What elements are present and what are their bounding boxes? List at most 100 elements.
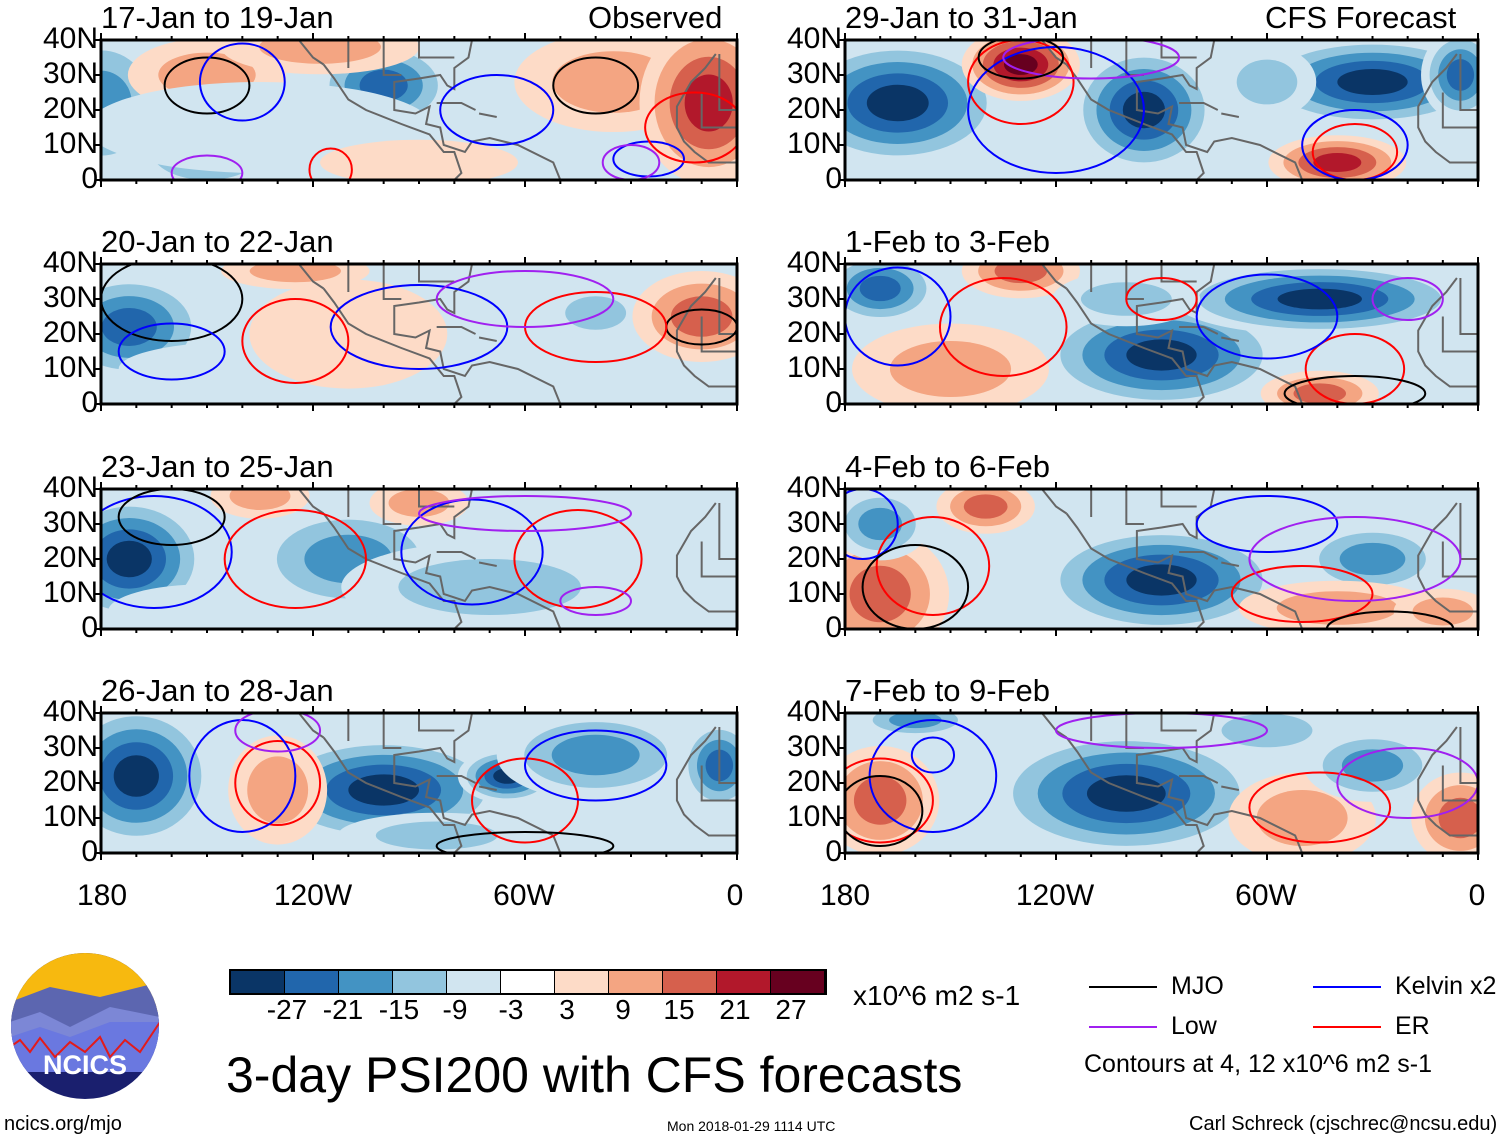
- positive-anomaly: [249, 264, 341, 283]
- positive-anomaly: [889, 341, 1012, 397]
- colorbar-swatch: [447, 971, 501, 993]
- colorbar-swatch: [717, 971, 771, 993]
- colorbar-swatch: [285, 971, 339, 993]
- positive-anomaly: [247, 756, 309, 824]
- positive-anomaly: [1313, 153, 1362, 172]
- coastline: [436, 326, 476, 335]
- mjo-contour: [101, 264, 244, 342]
- colorbar-tick-label: -9: [442, 994, 468, 1025]
- lat-label: 30N: [42, 57, 98, 90]
- coastline: [1441, 316, 1478, 353]
- map-panel: [95, 482, 739, 636]
- kelvin-contour: [1195, 273, 1339, 360]
- coastline: [1160, 713, 1197, 732]
- colorbar-swatch: [771, 971, 825, 993]
- map-panel: [95, 33, 739, 187]
- panel-title: 4-Feb to 6-Feb: [845, 449, 1051, 484]
- lat-label: 30N: [786, 506, 842, 539]
- lat-label: 30N: [786, 281, 842, 314]
- coastline: [675, 726, 737, 837]
- lat-label: 20N: [42, 765, 98, 798]
- lat-label: 20N: [786, 541, 842, 574]
- colorbar-tick-label: -3: [498, 994, 524, 1025]
- er-contour: [938, 277, 1068, 377]
- coastline: [1160, 264, 1197, 283]
- kelvin-contour: [1301, 109, 1409, 180]
- coastline: [675, 277, 737, 388]
- low-line-swatch: [1089, 1025, 1157, 1028]
- lat-label: 40N: [42, 246, 98, 279]
- kelvin-contour: [101, 495, 233, 609]
- panel-title: 20-Jan to 22-Jan: [101, 224, 334, 259]
- lon-label: 120W: [1015, 879, 1095, 912]
- negative-anomaly: [606, 541, 726, 629]
- legend-label: ER: [1395, 1012, 1430, 1040]
- colorbar-tick-label: 15: [663, 994, 695, 1025]
- footer-timestamp: Mon 2018-01-29 1114 UTC: [667, 1118, 836, 1134]
- map-panel: [839, 706, 1480, 860]
- coastline: [1065, 287, 1205, 404]
- lon-label: 180: [76, 879, 128, 912]
- positive-anomaly: [1003, 54, 1038, 75]
- colorbar-tick-label: 9: [615, 994, 631, 1025]
- coastline: [1179, 102, 1219, 111]
- negative-anomaly: [106, 540, 152, 578]
- mjo-contour: [163, 56, 251, 115]
- kelvin-contour: [845, 266, 952, 367]
- lat-label: 0: [825, 611, 842, 644]
- panel-title: 23-Jan to 25-Jan: [101, 449, 334, 484]
- er-contour: [845, 757, 934, 844]
- coastline: [1179, 551, 1219, 560]
- er-contour: [513, 509, 643, 609]
- colorbar-tick-label: -21: [322, 994, 364, 1025]
- lon-label: 0: [1468, 879, 1486, 912]
- mjo-contour: [117, 489, 226, 546]
- positive-anomaly: [1276, 591, 1398, 625]
- er-contour: [241, 298, 350, 384]
- lat-label: 30N: [42, 281, 98, 314]
- coastline: [322, 287, 463, 404]
- negative-anomaly: [866, 84, 929, 122]
- colorbar-swatch: [555, 971, 609, 993]
- panel-title: 26-Jan to 28-Jan: [101, 673, 334, 708]
- footer-credit: Carl Schreck (cjschrec@ncsu.edu): [1189, 1113, 1498, 1135]
- coastline: [295, 489, 402, 525]
- negative-anomaly: [1236, 59, 1298, 105]
- coastline: [1065, 736, 1205, 853]
- coastline: [700, 316, 737, 353]
- lat-label: 20N: [42, 316, 98, 349]
- lat-label: 20N: [786, 765, 842, 798]
- coastline: [700, 541, 737, 578]
- positive-anomaly: [1438, 797, 1478, 839]
- kelvin-contour: [198, 42, 286, 122]
- coastline: [393, 713, 562, 853]
- map-panel: [95, 706, 739, 860]
- legend-mjo: MJO: [1089, 972, 1224, 1001]
- coastline: [393, 264, 562, 404]
- coastline: [1038, 264, 1144, 300]
- coastline: [1441, 541, 1478, 578]
- coastline: [1065, 512, 1205, 629]
- coastline: [1221, 112, 1240, 118]
- coastline: [418, 489, 455, 508]
- lat-label: 40N: [786, 246, 842, 279]
- low-contour: [559, 586, 632, 616]
- low-contour: [1002, 40, 1181, 80]
- lon-label: 0: [726, 879, 744, 912]
- map-panel: [95, 257, 739, 411]
- lat-label: 30N: [42, 506, 98, 539]
- figure-title: 3-day PSI200 with CFS forecasts: [226, 1047, 963, 1103]
- er-contour: [1248, 771, 1392, 844]
- map-panel: [839, 257, 1480, 411]
- colorbar-swatch: [609, 971, 663, 993]
- er-contour: [1125, 277, 1198, 321]
- legend-er: ER: [1313, 1012, 1430, 1041]
- colorbar-swatch: [231, 971, 285, 993]
- footer-url[interactable]: ncics.org/mjo: [4, 1113, 122, 1135]
- positive-anomaly: [229, 489, 291, 510]
- colorbar-swatch: [339, 971, 393, 993]
- lat-label: 10N: [42, 576, 98, 609]
- er-line-swatch: [1313, 1025, 1381, 1028]
- coastline: [1459, 278, 1478, 335]
- coastline: [1041, 489, 1068, 515]
